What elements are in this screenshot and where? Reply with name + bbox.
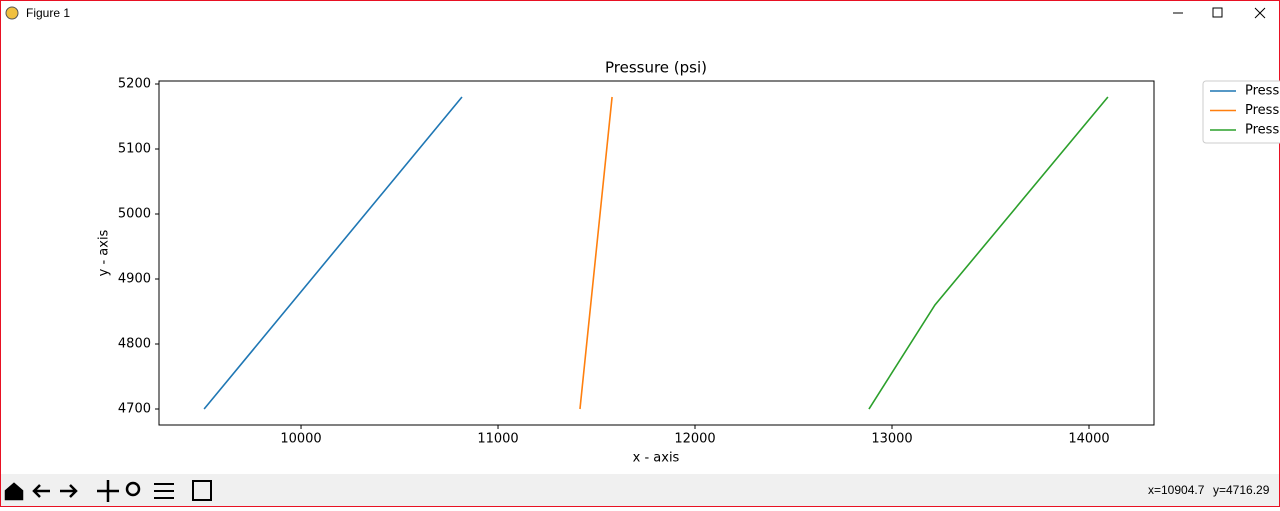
- configure-button[interactable]: [154, 483, 174, 499]
- x-tick-label: 12000: [674, 432, 715, 447]
- plot-frame: [158, 80, 1155, 426]
- x-tick-label: 11000: [477, 432, 518, 447]
- home-button[interactable]: [4, 482, 24, 501]
- toolbar: [1, 474, 1279, 506]
- window-title: Figure 1: [26, 6, 70, 20]
- chart-title: Pressure (psi): [605, 59, 707, 77]
- legend-label: Press: [1245, 103, 1279, 118]
- data-line: [203, 96, 463, 410]
- zoom-button[interactable]: [125, 481, 141, 497]
- status-x: x=10904.7: [1148, 483, 1205, 497]
- x-tick-label: 13000: [871, 432, 912, 447]
- x-axis-label: x - axis: [633, 451, 680, 466]
- x-tick-label: 14000: [1068, 432, 1109, 447]
- forward-button[interactable]: [60, 484, 78, 498]
- data-line: [579, 96, 613, 410]
- y-tick-label: 4700: [118, 402, 151, 417]
- legend-box: [1202, 80, 1280, 144]
- maximize-button[interactable]: [1212, 7, 1223, 18]
- legend-label: Press: [1245, 123, 1279, 138]
- y-tick-label: 4800: [118, 337, 151, 352]
- x-tick-label: 10000: [280, 432, 321, 447]
- y-tick-label: 5100: [118, 141, 151, 156]
- app-icon: [5, 6, 19, 20]
- status-y: y=4716.29: [1213, 483, 1270, 497]
- y-axis-label: y - axis: [97, 229, 112, 276]
- close-button[interactable]: [1254, 7, 1266, 19]
- data-line: [868, 96, 1109, 410]
- pan-button[interactable]: [97, 480, 119, 502]
- legend-label: Press: [1245, 84, 1279, 99]
- y-tick-label: 5200: [118, 76, 151, 91]
- y-tick-label: 4900: [118, 272, 151, 287]
- y-tick-label: 5000: [118, 206, 151, 221]
- save-button[interactable]: [192, 480, 212, 501]
- back-button[interactable]: [32, 484, 50, 498]
